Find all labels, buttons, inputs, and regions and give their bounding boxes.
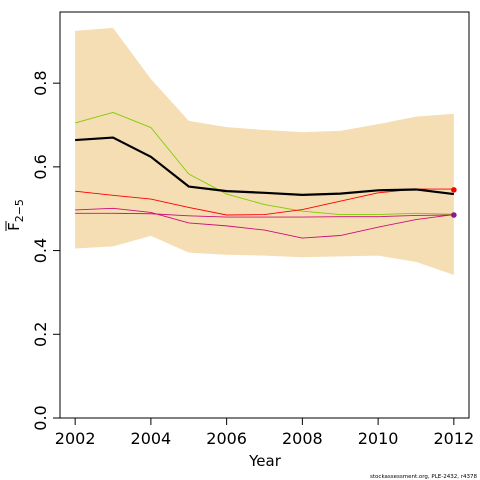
y-axis-title-subscript: 2−5 (13, 199, 26, 222)
y-axis-title-base: F (5, 222, 23, 231)
x-axis: 2002 2004 2006 2008 2010 2012 (55, 417, 474, 448)
y-tick-label: 0.6 (31, 154, 50, 179)
series-line-4 (75, 207, 454, 239)
x-tick-label: 2004 (131, 429, 172, 448)
x-tick-label: 2006 (206, 429, 247, 448)
confidence-band (75, 27, 454, 275)
series-line-2 (75, 112, 454, 216)
x-tick-label: 2008 (282, 429, 323, 448)
series-line-3 (75, 188, 454, 216)
end-points-layer (451, 187, 457, 218)
credit-text: stockassessment.org, PLE-2432, r4378 (370, 474, 477, 480)
y-tick-label: 0.0 (31, 405, 50, 430)
confidence-band-layer (75, 27, 454, 275)
y-axis-title: F2−5 (5, 199, 26, 231)
x-axis-title: Year (248, 452, 282, 470)
end-point-2 (451, 212, 457, 218)
x-tick-label: 2012 (433, 429, 474, 448)
series-line-5 (75, 212, 454, 218)
x-tick-label: 2002 (55, 429, 96, 448)
y-tick-label: 0.4 (31, 238, 50, 263)
series-layer (75, 112, 454, 239)
end-point-1 (451, 187, 457, 193)
series-line-1 (75, 136, 454, 197)
y-tick-label: 0.2 (31, 322, 50, 347)
svg-text:F2−5: F2−5 (5, 199, 26, 231)
y-tick-label: 0.8 (31, 70, 50, 95)
y-axis: 0.0 0.2 0.4 0.6 0.8 (31, 70, 61, 431)
x-tick-label: 2010 (358, 429, 399, 448)
